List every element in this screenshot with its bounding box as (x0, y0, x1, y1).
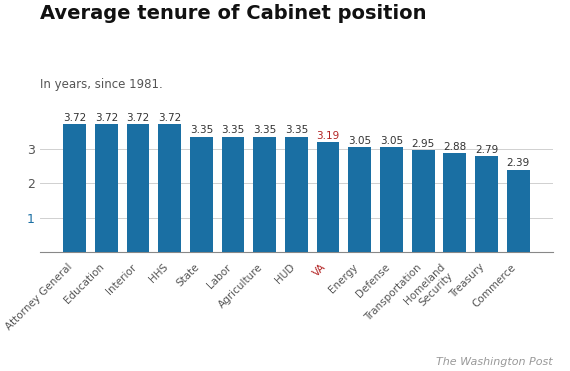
Text: 3.35: 3.35 (253, 125, 276, 135)
Text: 3.35: 3.35 (285, 125, 308, 135)
Text: In years, since 1981.: In years, since 1981. (40, 78, 162, 91)
Bar (507, 170, 530, 252)
Text: 3.72: 3.72 (127, 112, 149, 122)
Bar (190, 137, 213, 252)
Text: 2.79: 2.79 (475, 145, 498, 155)
Bar (253, 137, 276, 252)
Text: 3.35: 3.35 (221, 125, 245, 135)
Bar (285, 137, 308, 252)
Text: Average tenure of Cabinet position: Average tenure of Cabinet position (40, 4, 426, 23)
Bar (95, 124, 118, 252)
Bar (348, 147, 371, 252)
Text: 3.35: 3.35 (190, 125, 213, 135)
Bar (127, 124, 149, 252)
Bar (158, 124, 181, 252)
Text: 3.72: 3.72 (95, 112, 118, 122)
Bar (475, 156, 498, 252)
Bar (63, 124, 86, 252)
Text: 3.05: 3.05 (380, 136, 403, 146)
Text: 2.95: 2.95 (412, 139, 435, 149)
Text: 3.05: 3.05 (348, 136, 371, 146)
Bar (412, 151, 434, 252)
Bar (222, 137, 245, 252)
Text: 2.39: 2.39 (507, 158, 530, 168)
Text: 3.72: 3.72 (63, 112, 86, 122)
Bar (443, 153, 466, 252)
Bar (380, 147, 403, 252)
Bar (317, 142, 340, 252)
Text: 2.88: 2.88 (443, 141, 466, 151)
Text: 3.19: 3.19 (316, 131, 340, 141)
Text: The Washington Post: The Washington Post (436, 357, 553, 367)
Text: 3.72: 3.72 (158, 112, 181, 122)
